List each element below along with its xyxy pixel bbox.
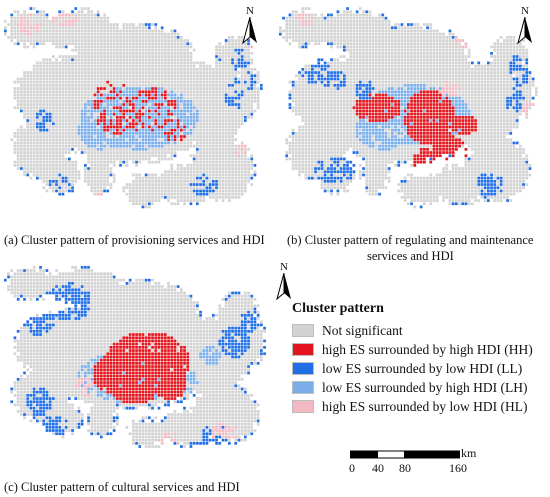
scale-tick: 40 <box>372 461 384 475</box>
map-panel-b: N (b) Cluster pattern of regulating and … <box>275 0 550 263</box>
legend-swatch-hl <box>292 400 314 413</box>
legend-label: Not significant <box>322 322 403 338</box>
north-label: N <box>246 5 254 17</box>
cluster-ll-cells <box>4 266 266 448</box>
caption-b-line1: (b) Cluster pattern of regulating and ma… <box>287 233 534 247</box>
legend-swatch-ll <box>292 362 314 375</box>
north-arrow-b: N <box>513 6 537 46</box>
scale-unit: km <box>461 446 477 460</box>
cluster-not-significant-cells <box>279 7 538 209</box>
scale-tick: 80 <box>399 461 411 475</box>
cluster-hh-cells <box>93 80 186 142</box>
scale-tick: 0 <box>349 461 355 475</box>
cluster-map-a <box>4 7 263 209</box>
map-panel-c: N (c) Cluster pattern of cultural servic… <box>0 262 291 497</box>
north-arrow-a: N <box>238 6 262 46</box>
cluster-hh-cells <box>352 90 477 167</box>
caption-c: (c) Cluster pattern of cultural services… <box>4 480 240 494</box>
map-panel-a: N (a) Cluster pattern of provisioning se… <box>0 0 275 250</box>
north-arrow-c: N <box>272 262 296 302</box>
scale-bar-graphic <box>350 450 460 459</box>
legend-item: low ES surrounded by low HDI (LL) <box>292 359 542 378</box>
north-label: N <box>280 261 288 273</box>
legend-label: high ES surrounded by low HDI (HL) <box>322 398 528 414</box>
cluster-hl-cells <box>295 13 535 116</box>
legend: Cluster pattern Not significant high ES … <box>292 300 542 416</box>
cluster-hh-cells <box>93 333 190 404</box>
cluster-lh-cells <box>77 346 222 404</box>
legend-label: high ES surrounded by high HDI (HH) <box>322 341 533 357</box>
legend-item: low ES surrounded by high HDI (LH) <box>292 378 542 397</box>
scale-tick: 160 <box>449 461 467 475</box>
legend-swatch-hh <box>292 343 314 356</box>
cluster-ll-cells <box>279 7 535 209</box>
north-label: N <box>521 5 529 17</box>
legend-label: low ES surrounded by low HDI (LL) <box>322 360 523 376</box>
cluster-map-c <box>4 266 266 448</box>
north-arrow-icon <box>276 273 291 301</box>
caption-a: (a) Cluster pattern of provisioning serv… <box>4 233 265 247</box>
cluster-hl-cells <box>16 13 254 196</box>
cluster-map-b <box>279 7 538 209</box>
legend-item: high ES surrounded by low HDI (HL) <box>292 397 542 416</box>
legend-swatch-not-significant <box>292 324 314 337</box>
legend-title: Cluster pattern <box>292 301 384 316</box>
cluster-not-significant-cells <box>7 266 266 448</box>
caption-b-line2: services and HDI <box>367 249 454 263</box>
scale-bar: km 0 40 80 160 <box>349 446 550 488</box>
legend-label: low ES surrounded by high HDI (LH) <box>322 379 528 395</box>
legend-item: high ES surrounded by high HDI (HH) <box>292 340 542 359</box>
cluster-lh-cells <box>77 87 199 151</box>
cluster-not-significant-cells <box>4 7 260 209</box>
north-arrow-icon <box>517 17 532 45</box>
cluster-hl-cells <box>74 378 238 445</box>
legend-swatch-lh <box>292 381 314 394</box>
cluster-lh-cells <box>355 84 471 151</box>
north-arrow-icon <box>242 17 257 45</box>
legend-item: Not significant <box>292 321 542 340</box>
cluster-ll-cells <box>4 7 263 209</box>
